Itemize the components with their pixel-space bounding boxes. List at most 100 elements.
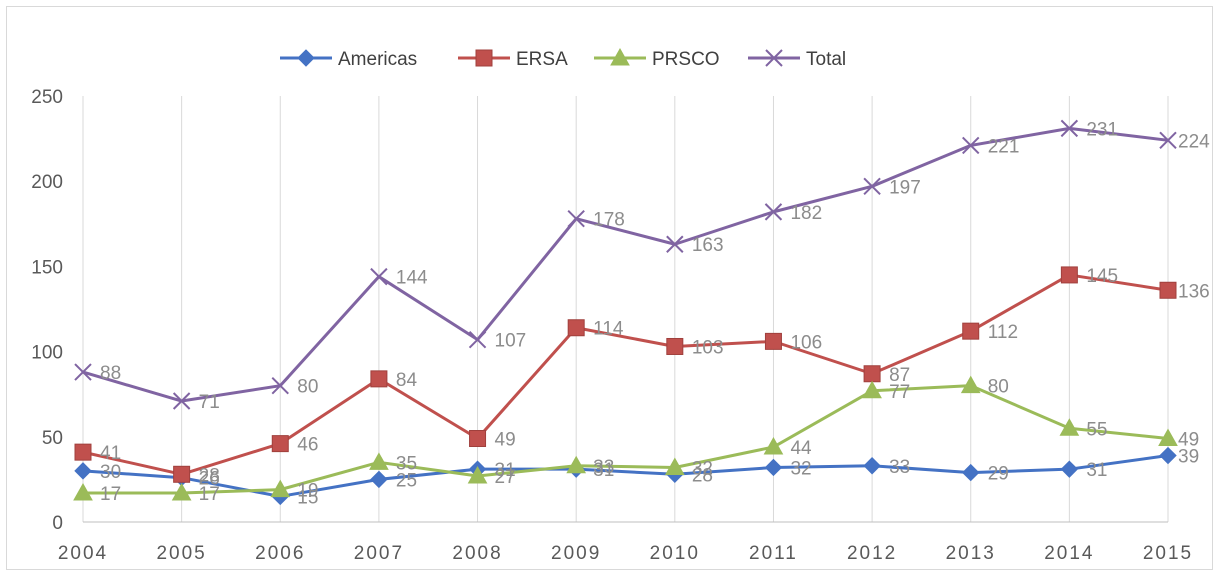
data-label-americas: 39 [1178, 447, 1199, 468]
y-tick-label: 100 [31, 343, 63, 364]
data-label-ersa: 28 [199, 465, 220, 486]
data-label-americas: 15 [297, 487, 318, 508]
data-label-ersa: 41 [100, 443, 121, 464]
legend-marker-americas [297, 49, 315, 67]
point-total [764, 203, 783, 221]
x-axis: 2004 2005 2006 2007 2008 2009 2010 2011 2012 2013… [58, 521, 1191, 564]
data-label-americas: 32 [790, 458, 811, 479]
data-label-prsco: 19 [297, 481, 318, 502]
data-label-total: 182 [790, 203, 822, 224]
point-total [172, 392, 191, 410]
point-ersa [469, 430, 487, 448]
data-label-americas: 25 [396, 470, 417, 491]
point-ersa [666, 337, 684, 355]
data-label-ersa: 106 [790, 332, 822, 353]
point-total [74, 363, 92, 381]
data-label-prsco: 35 [396, 453, 417, 474]
point-ersa [74, 443, 92, 461]
series-line-prsco [83, 384, 1169, 495]
data-label-total: 178 [593, 210, 625, 231]
data-label-prsco: 80 [988, 377, 1009, 398]
point-ersa [567, 319, 585, 337]
data-label-total: 221 [988, 136, 1020, 157]
gridlines [82, 96, 1169, 522]
data-label-ersa: 114 [593, 319, 624, 340]
data-label-total: 144 [396, 268, 428, 289]
legend-label-ersa: ERSA [516, 49, 568, 70]
data-label-total: 197 [889, 177, 921, 198]
point-prsco [467, 465, 488, 484]
y-tick-label: 200 [31, 172, 63, 193]
data-label-ersa: 87 [889, 365, 910, 386]
x-tick-label: 2011 [749, 543, 798, 564]
x-tick-label: 2005 [156, 543, 206, 564]
point-prsco [369, 452, 389, 470]
data-label-americas: 28 [692, 465, 713, 486]
point-total [666, 235, 684, 253]
data-label-ersa: 136 [1178, 281, 1210, 302]
data-label-prsco: 17 [199, 484, 220, 505]
point-americas [863, 457, 881, 475]
data-label-total: 231 [1086, 119, 1118, 140]
point-americas [370, 470, 388, 489]
point-prsco [73, 483, 93, 501]
point-americas [962, 463, 980, 482]
y-tick-label: 250 [31, 87, 63, 108]
point-prsco [566, 455, 587, 474]
x-tick-label: 2007 [354, 543, 404, 564]
data-label-ersa: 145 [1086, 266, 1118, 287]
x-tick-label: 2008 [452, 543, 502, 564]
y-tick-label: 0 [52, 513, 63, 534]
series-line-ersa [82, 273, 1169, 476]
y-tick-label: 150 [31, 257, 63, 278]
data-label-prsco: 32 [692, 458, 713, 479]
point-ersa [764, 332, 782, 350]
point-total [271, 376, 289, 395]
x-tick-label: 2004 [58, 543, 108, 564]
point-total [567, 209, 585, 228]
point-ersa [370, 370, 388, 388]
legend-marker-prsco [610, 47, 630, 66]
point-total [863, 177, 881, 196]
data-label-prsco: 17 [100, 484, 121, 505]
point-ersa [962, 322, 980, 340]
series-line-total [82, 126, 1169, 403]
point-total [370, 267, 388, 286]
data-label-americas: 33 [889, 457, 910, 478]
data-label-americas: 26 [199, 469, 220, 490]
point-total [1159, 131, 1177, 150]
data-label-ersa: 103 [692, 337, 724, 358]
series-line-americas [82, 454, 1169, 498]
legend-marker-ersa [475, 49, 493, 67]
point-prsco [862, 380, 882, 399]
data-label-prsco: 49 [1178, 430, 1199, 451]
chart-frame [6, 6, 1213, 570]
data-label-americas: 31 [593, 460, 614, 481]
point-total [1060, 119, 1079, 138]
data-label-prsco: 27 [495, 467, 516, 488]
data-label-americas: 31 [495, 460, 516, 481]
data-label-prsco: 44 [790, 438, 812, 459]
data-label-total: 163 [692, 235, 724, 256]
point-prsco [1158, 428, 1178, 447]
point-ersa [1060, 266, 1078, 284]
y-axis: 0 50 100 150 200 250 [31, 87, 63, 534]
point-prsco [171, 483, 192, 501]
legend-marker-total [765, 49, 783, 67]
data-label-ersa: 46 [297, 435, 318, 456]
legend-label-total: Total [806, 49, 846, 70]
data-label-prsco: 77 [889, 382, 910, 403]
legend: Americas ERSA PRSCO Total [280, 47, 846, 70]
point-prsco [763, 437, 784, 455]
point-ersa [271, 435, 289, 453]
x-tick-label: 2010 [650, 543, 700, 564]
x-tick-label: 2013 [946, 543, 996, 564]
point-prsco [270, 479, 291, 498]
point-total [468, 330, 487, 349]
point-prsco [1059, 418, 1080, 436]
point-ersa [1159, 281, 1177, 299]
data-label-ersa: 84 [396, 370, 418, 391]
data-label-americas: 30 [100, 462, 121, 483]
data-label-total: 80 [297, 377, 318, 398]
